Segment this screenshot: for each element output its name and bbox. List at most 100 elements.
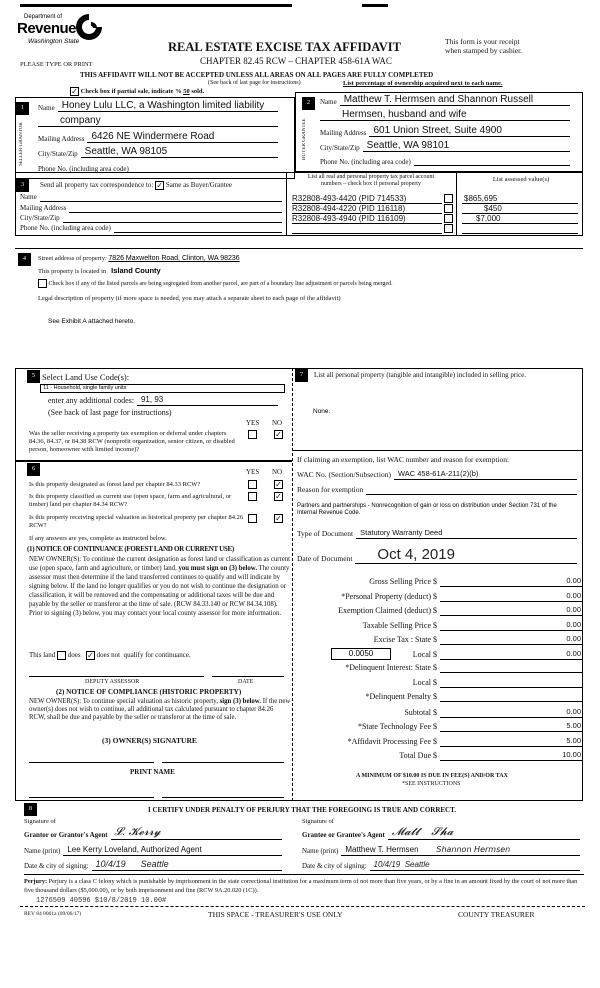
grantor-signature-field[interactable]: 𝓛. 𝓚𝓮𝓻𝓻𝔂 — [110, 826, 282, 840]
name-label: Name — [38, 104, 55, 112]
doc-date-label: Date of Document — [297, 554, 353, 563]
personal-property-checkbox[interactable] — [444, 224, 453, 233]
segregated-checkbox[interactable] — [38, 279, 47, 289]
partial-sale-checkbox[interactable]: ✓ — [70, 87, 79, 97]
correspondence-city-field[interactable] — [62, 214, 282, 223]
amount-field[interactable]: 5.00 — [440, 721, 583, 732]
buyer-name-field[interactable]: Matthew T. Hermsen and Shannon Russell — [339, 94, 570, 106]
divider — [20, 906, 585, 907]
amount-label: *State Technology Fee $ — [357, 722, 437, 731]
notice2-text-b: sign (3) below. — [219, 698, 261, 705]
perjury-bold: Perjury: — [24, 878, 48, 885]
county-field[interactable]: Island County — [111, 266, 161, 275]
personal-property-label: List all personal property (tangible and… — [314, 371, 527, 379]
reason-field[interactable] — [366, 485, 577, 495]
buyer-name-field-2[interactable]: Hermsen, husband and wife — [320, 109, 570, 121]
parcel-number-field[interactable]: R32808-493-4940 (PID 116109) — [292, 214, 442, 224]
amount-field[interactable] — [440, 692, 583, 702]
grantor-label: Grantor or Grantor's Agent — [24, 831, 108, 839]
personal-property-checkbox[interactable] — [444, 214, 453, 223]
amount-field[interactable]: 0.00 — [440, 707, 583, 718]
amount-field[interactable]: 0.00 — [440, 605, 583, 616]
correspondence-address-field[interactable] — [69, 204, 282, 213]
buyer-address-field[interactable]: 601 Union Street, Suite 4900 — [369, 125, 570, 137]
address-label: Mailing Address — [38, 135, 85, 143]
amount-field[interactable]: 0.00 — [440, 576, 583, 587]
grantee-date-city-field[interactable]: 10/4/19 Seattle — [369, 859, 580, 871]
land-use-select[interactable]: 11 - Household, single family units — [40, 384, 285, 393]
buyer-phone-field[interactable] — [413, 155, 570, 166]
assessed-value-field[interactable]: $865,695 — [462, 194, 578, 204]
seller-city-field[interactable]: Seattle, WA 98105 — [80, 146, 278, 158]
perjury-note: Perjury: Perjury is a class C felony whi… — [24, 877, 586, 895]
amount-field[interactable]: 5.00 — [440, 736, 583, 747]
correspondence-phone-field[interactable] — [113, 224, 282, 233]
assessed-value-field[interactable] — [462, 224, 578, 234]
amount-field[interactable] — [440, 678, 583, 688]
divider — [15, 460, 292, 462]
assessed-value-field[interactable]: $7,000 — [462, 214, 578, 224]
parcel-number-field[interactable] — [292, 224, 442, 234]
receipt-note-2: when stamped by cashier. — [445, 46, 523, 55]
personal-property-checkbox[interactable] — [444, 194, 453, 203]
divider — [292, 368, 293, 801]
local-rate-field[interactable]: 0.0050 — [331, 648, 391, 660]
date-line[interactable] — [212, 676, 284, 677]
deputy-assessor-line[interactable] — [29, 676, 204, 677]
additional-codes-field[interactable]: 91, 93 — [136, 395, 278, 406]
scan-line — [362, 4, 388, 7]
parcel-number-field[interactable]: R32808-493-4420 (PID 714533) — [292, 194, 442, 204]
amount-field[interactable]: 10.00 — [440, 750, 583, 761]
does-checkbox[interactable] — [57, 650, 66, 660]
doc-type-field[interactable]: Statutory Warranty Deed — [356, 528, 577, 539]
q-historic-yes-checkbox[interactable] — [248, 514, 257, 523]
grantee-signature-field[interactable]: 𝓜𝓪𝓽𝓽 𝓢𝓱𝓪 — [387, 826, 580, 840]
q-historic-no-checkbox[interactable]: ✓ — [274, 514, 283, 523]
amount-field[interactable]: 0.00 — [440, 634, 583, 645]
print-name-line-2[interactable] — [162, 797, 284, 798]
grantee-name-field[interactable]: Matthew T. Hermsen Shannon Hermsen — [341, 845, 580, 856]
grantee-city: Seattle — [404, 860, 430, 869]
divider — [24, 874, 584, 875]
grantor-date-city-field[interactable]: 10/4/19 Seattle — [91, 859, 282, 871]
q-current-use-no-checkbox[interactable]: ✓ — [274, 492, 283, 501]
q1-no-checkbox[interactable]: ✓ — [274, 430, 283, 439]
q-forest-yes-checkbox[interactable] — [248, 480, 257, 489]
chapter-line: CHAPTER 82.45 RCW – CHAPTER 458-61A WAC — [200, 56, 392, 66]
partial-sale-pct[interactable]: 50 — [183, 88, 190, 95]
amount-field[interactable] — [440, 663, 583, 673]
reason-label: Reason for exemption — [297, 485, 364, 494]
print-name-line[interactable] — [29, 797, 154, 798]
continuance-row: This land does ✓ does not qualify for co… — [29, 650, 191, 660]
personal-property-field[interactable]: None. — [313, 408, 331, 415]
amount-row: Local $ — [300, 678, 583, 688]
wac-field[interactable]: WAC 458-61A-211(2)(b) — [393, 469, 577, 480]
correspondence-name-field[interactable] — [39, 193, 282, 202]
q1-yes-checkbox[interactable] — [248, 430, 257, 439]
amount-field[interactable]: 0.00 — [440, 649, 583, 660]
assessed-value-field[interactable]: $450 — [462, 204, 578, 214]
forest-land-question: Is this property designated as forest la… — [29, 481, 201, 488]
owner-signature-line[interactable] — [29, 762, 154, 763]
amount-field[interactable]: 0.00 — [440, 591, 583, 602]
seller-name-field[interactable]: Honey Lulu LLC, a Washington limited lia… — [57, 100, 278, 112]
parcel-number-field[interactable]: R32808-494-4220 (PID 116118) — [292, 204, 442, 214]
grantor-name-field[interactable]: Lee Kerry Loveland, Authorized Agent — [63, 845, 282, 856]
street-field[interactable]: 7826 Maxwelton Road, Clinton, WA 98236 — [108, 255, 240, 262]
amount-field[interactable]: 0.00 — [440, 620, 583, 631]
personal-property-checkbox[interactable] — [444, 204, 453, 213]
section-number: 1 — [16, 102, 29, 115]
legal-description-field[interactable]: See Exhibit A attached hereto. — [48, 318, 136, 325]
does-not-checkbox[interactable]: ✓ — [85, 650, 95, 660]
seller-name-field-2[interactable]: company — [38, 115, 278, 127]
seller-address-field[interactable]: 6426 NE Windermere Road — [87, 131, 278, 143]
owner-signature-line-2[interactable] — [162, 762, 284, 763]
same-as-buyer-checkbox[interactable]: ✓ — [155, 180, 165, 190]
q-forest-no-checkbox[interactable]: ✓ — [274, 480, 283, 489]
q-current-use-yes-checkbox[interactable] — [248, 492, 257, 501]
this-land-label: This land — [29, 651, 56, 659]
reason-text[interactable]: Partners and partnerships - Nonrecogniti… — [297, 503, 557, 516]
doc-date-field[interactable]: Oct 4, 2019 — [355, 546, 577, 564]
buyer-side-label: BUYER GRANTEE — [302, 118, 307, 160]
buyer-city-field[interactable]: Seattle, WA 98101 — [362, 140, 570, 152]
